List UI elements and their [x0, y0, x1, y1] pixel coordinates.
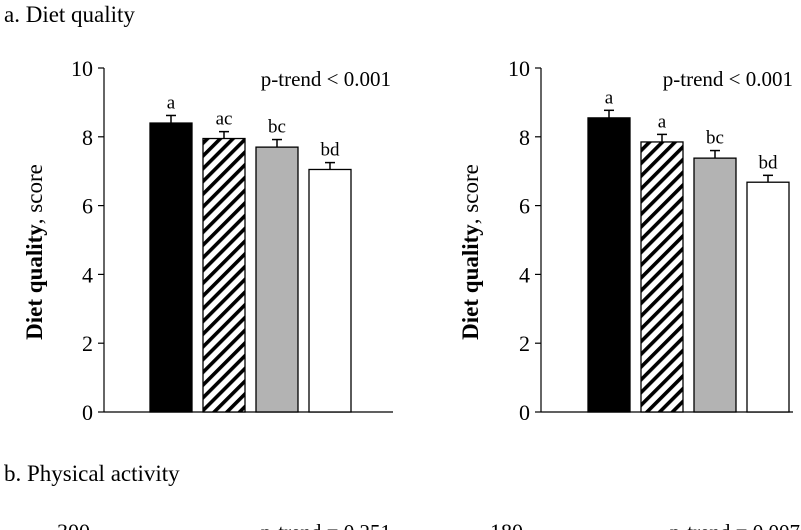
y-axis-title-rest: , score — [22, 164, 47, 224]
y-axis-title-bold: Diet quality — [458, 224, 483, 340]
y-tick-label: 4 — [82, 262, 93, 287]
bar — [746, 181, 790, 413]
bar — [693, 157, 737, 413]
bar — [255, 146, 299, 413]
p-trend-annotation: p-trend < 0.001 — [663, 67, 793, 91]
chart-right: 0 2 4 6 8 10 Diet quality, score p-trend < 0.00… — [458, 56, 793, 425]
chart-left: 0 2 4 6 8 10 Diet quality, score p-trend < 0.00… — [22, 56, 393, 425]
section-b-left-annotation: p-trend = 0.251 — [261, 520, 391, 530]
y-axis-title: Diet quality, score — [458, 164, 483, 340]
significance-letter: a — [658, 111, 667, 132]
bar — [587, 117, 631, 413]
y-tick-label: 4 — [519, 262, 530, 287]
y-tick-label: 10 — [71, 56, 93, 81]
significance-letter: a — [605, 87, 614, 108]
section-b-left-ytick-top: 300 — [57, 519, 90, 530]
y-tick-label: 8 — [519, 125, 530, 150]
p-trend-annotation: p-trend < 0.001 — [261, 67, 391, 91]
significance-letter: bc — [706, 128, 724, 149]
y-tick-label: 0 — [519, 400, 530, 425]
section-b-heading: b. Physical activity — [4, 461, 180, 486]
y-tick-label: 0 — [82, 400, 93, 425]
significance-letter: bd — [321, 140, 341, 161]
y-tick-label: 2 — [82, 331, 93, 356]
section-b-right-annotation: p-trend = 0.007 — [670, 520, 800, 530]
y-tick-label: 2 — [519, 331, 530, 356]
y-tick-label: 6 — [519, 194, 530, 219]
section-b-right-ytick-top: 180 — [490, 519, 523, 530]
significance-letter: bd — [759, 152, 779, 173]
bar — [640, 141, 684, 413]
y-tick-label: 6 — [82, 194, 93, 219]
bar — [308, 168, 352, 413]
significance-letter: bc — [268, 117, 286, 138]
bar — [149, 122, 193, 413]
y-axis-title: Diet quality, score — [22, 164, 47, 340]
y-tick-label: 8 — [82, 125, 93, 150]
y-axis-title-rest: , score — [458, 164, 483, 224]
significance-letter: ac — [216, 109, 233, 130]
section-a-heading: a. Diet quality — [4, 2, 135, 27]
y-axis-title-bold: Diet quality — [22, 224, 47, 340]
y-tick-label: 10 — [508, 56, 530, 81]
bar — [202, 137, 246, 413]
significance-letter: a — [167, 92, 176, 113]
